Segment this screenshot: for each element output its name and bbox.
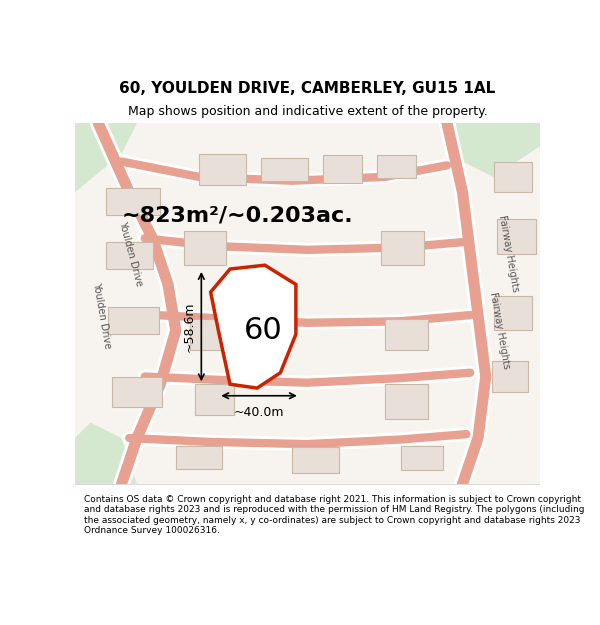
Polygon shape [497, 219, 536, 254]
Polygon shape [190, 319, 230, 349]
Polygon shape [292, 448, 338, 472]
Polygon shape [401, 446, 443, 470]
Polygon shape [493, 296, 532, 331]
Text: Map shows position and indicative extent of the property.: Map shows position and indicative extent… [128, 104, 487, 118]
Text: ~823m²/~0.203ac.: ~823m²/~0.203ac. [122, 205, 353, 225]
Text: ~58.6m: ~58.6m [182, 301, 195, 352]
Text: Contains OS data © Crown copyright and database right 2021. This information is : Contains OS data © Crown copyright and d… [84, 495, 585, 535]
Text: Fairway Heights: Fairway Heights [488, 291, 511, 369]
Polygon shape [106, 242, 152, 269]
Polygon shape [107, 308, 158, 334]
Polygon shape [195, 384, 234, 415]
Polygon shape [493, 161, 532, 192]
Polygon shape [211, 265, 296, 388]
Text: 60, YOULDEN DRIVE, CAMBERLEY, GU15 1AL: 60, YOULDEN DRIVE, CAMBERLEY, GU15 1AL [119, 81, 496, 96]
Polygon shape [106, 188, 160, 215]
Text: ~40.0m: ~40.0m [234, 406, 284, 419]
Polygon shape [385, 384, 428, 419]
Polygon shape [75, 422, 137, 484]
Text: Youlden Drive: Youlden Drive [91, 281, 113, 349]
Text: Youlden Drive: Youlden Drive [117, 220, 145, 288]
Polygon shape [381, 231, 424, 265]
Polygon shape [492, 361, 529, 392]
Polygon shape [447, 123, 540, 177]
Polygon shape [199, 154, 245, 184]
Polygon shape [323, 156, 362, 183]
Polygon shape [385, 319, 428, 349]
Polygon shape [176, 446, 222, 469]
Polygon shape [75, 123, 137, 192]
Polygon shape [261, 158, 308, 181]
Text: 60: 60 [244, 316, 283, 345]
Polygon shape [184, 231, 226, 265]
Polygon shape [377, 156, 416, 178]
Text: Fairway Heights: Fairway Heights [497, 214, 521, 293]
Polygon shape [112, 376, 162, 408]
